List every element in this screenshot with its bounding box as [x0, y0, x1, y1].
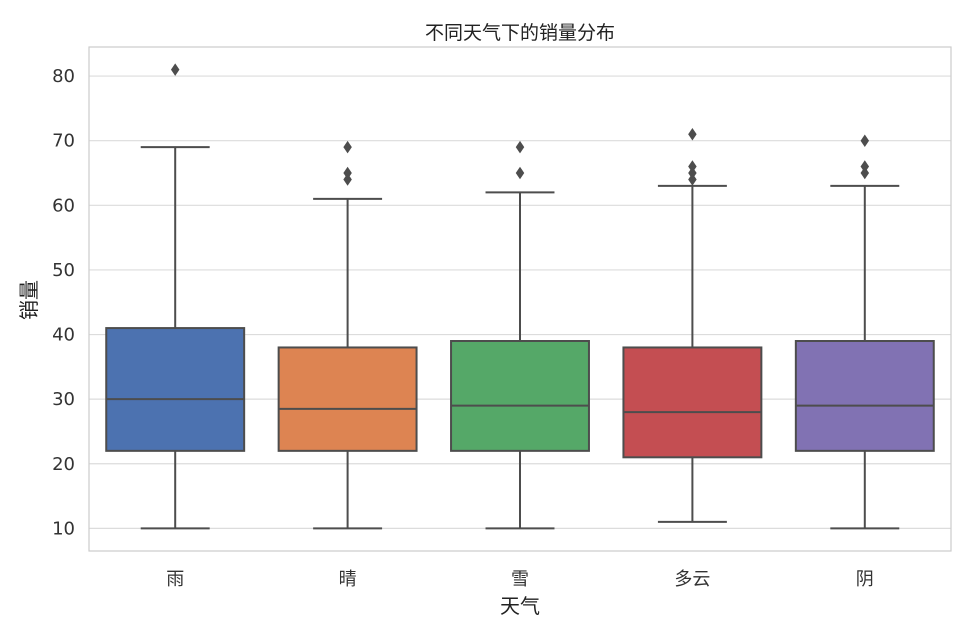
- y-tick-label-70: 70: [52, 131, 75, 152]
- x-axis: 雨 晴 雪 多云 阴: [166, 569, 874, 590]
- y-tick-label-30: 30: [52, 389, 75, 410]
- x-tick-label-1: 晴: [339, 569, 357, 590]
- x-tick-label-4: 阴: [856, 569, 874, 590]
- y-tick-label-20: 20: [52, 454, 75, 475]
- box-多云: [622, 127, 763, 523]
- y-tick-label-10: 10: [52, 518, 75, 539]
- y-axis-title: 销量: [17, 280, 41, 320]
- y-axis: 10 20 30 40 50 60 70 80: [52, 66, 75, 539]
- outlier-point-65: [515, 166, 525, 180]
- boxes: [105, 63, 935, 530]
- y-tick-label-60: 60: [52, 195, 75, 216]
- box-雪: [450, 140, 590, 530]
- outlier-point-64: [688, 173, 697, 186]
- x-tick-label-2: 雪: [511, 569, 529, 590]
- outlier-point-65: [343, 166, 352, 180]
- iqr-box: [450, 340, 590, 452]
- iqr-box: [277, 346, 418, 452]
- x-tick-label-3: 多云: [674, 569, 710, 590]
- outlier-point-81: [170, 63, 180, 76]
- y-tick-label-40: 40: [52, 325, 75, 346]
- box-雨: [105, 63, 246, 530]
- outlier-point-66: [860, 160, 870, 173]
- iqr-box: [105, 327, 246, 452]
- iqr-box: [622, 346, 763, 459]
- box-晴: [277, 140, 418, 530]
- y-tick-label-50: 50: [52, 260, 75, 281]
- plot-area-border: [88, 46, 952, 552]
- chart-title: 不同天气下的销量分布: [425, 22, 615, 44]
- outlier-point-65: [688, 166, 697, 180]
- x-tick-label-0: 雨: [166, 569, 184, 590]
- box-阴: [794, 134, 935, 530]
- outlier-point-65: [860, 166, 870, 180]
- outlier-point-69: [343, 140, 352, 154]
- iqr-box: [794, 340, 935, 452]
- outlier-point-66: [688, 160, 697, 173]
- outlier-point-71: [688, 127, 697, 141]
- y-tick-label-80: 80: [52, 66, 75, 87]
- outlier-point-70: [860, 134, 870, 147]
- x-axis-title: 天气: [500, 594, 540, 618]
- outlier-point-69: [515, 140, 525, 154]
- outlier-point-64: [343, 173, 352, 186]
